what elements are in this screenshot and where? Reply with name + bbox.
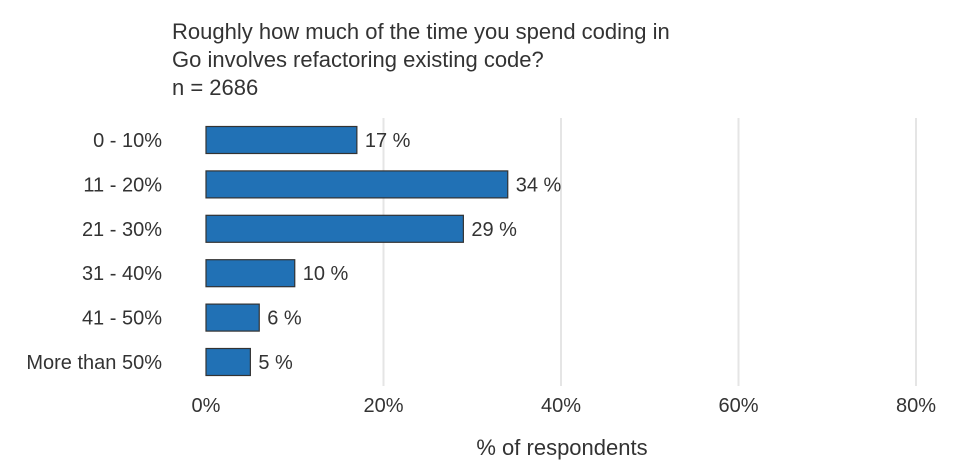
- category-label-3: 21 - 30%: [82, 219, 162, 241]
- chart-title-line-1: Roughly how much of the time you spend c…: [172, 19, 670, 44]
- data-label-4: 10 %: [303, 263, 349, 285]
- chart-subtitle: n = 2686: [172, 75, 259, 100]
- category-labels: 0 - 10% 11 - 20% 21 - 30% 31 - 40% 41 - 50% M…: [26, 130, 162, 374]
- chart-title-line-2: Go involves refactoring existing code?: [172, 47, 544, 72]
- category-label-5: 41 - 50%: [82, 308, 162, 330]
- bar-3: [205, 214, 464, 243]
- bar-1: [205, 125, 358, 155]
- data-label-5: 6 %: [267, 308, 302, 330]
- bar-6: [205, 347, 251, 377]
- data-label-3: 29 %: [471, 219, 517, 241]
- data-labels: 17 % 34 % 29 % 10 % 6 % 5 %: [258, 130, 561, 374]
- x-axis-title: % of respondents: [476, 435, 647, 460]
- data-label-6: 5 %: [258, 352, 293, 374]
- chart-title: Roughly how much of the time you spend c…: [172, 18, 772, 102]
- bars: [205, 125, 509, 377]
- x-tick-label-60: 60%: [718, 395, 758, 417]
- x-tick-label-20: 20%: [363, 395, 403, 417]
- x-tick-labels: 0% 20% 40% 60% 80%: [192, 395, 937, 417]
- bar-2: [205, 170, 509, 199]
- x-tick-label-0: 0%: [192, 395, 221, 417]
- x-tick-label-80: 80%: [896, 395, 936, 417]
- category-label-1: 0 - 10%: [93, 130, 162, 152]
- category-label-2: 11 - 20%: [83, 174, 162, 196]
- data-label-1: 17 %: [365, 130, 411, 152]
- x-tick-label-40: 40%: [541, 395, 581, 417]
- category-label-6: More than 50%: [26, 352, 162, 374]
- data-label-2: 34 %: [516, 174, 562, 196]
- grid-lines: [382, 118, 917, 386]
- bar-5: [205, 303, 260, 332]
- category-label-4: 31 - 40%: [82, 263, 162, 285]
- bar-4: [205, 259, 296, 288]
